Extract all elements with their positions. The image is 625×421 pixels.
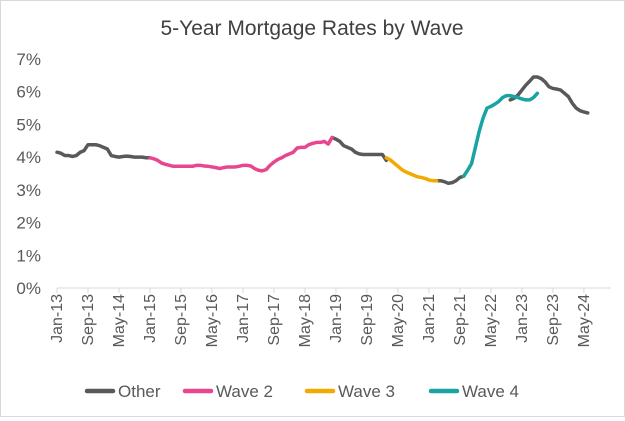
series-line-other xyxy=(508,75,590,115)
x-tick-label: Jan-15 xyxy=(142,294,159,343)
series-line-wave-4 xyxy=(462,91,540,178)
x-tick-label: May-18 xyxy=(297,294,314,347)
series-line-other xyxy=(55,142,152,160)
x-tick-label: Jan-23 xyxy=(514,294,531,343)
y-tick-label: 4% xyxy=(16,148,41,167)
x-tick-label: Sep-17 xyxy=(266,294,283,346)
y-axis: 0% 1% 2% 3% 4% 5% 6% 7% xyxy=(16,50,41,298)
x-axis: Jan-13 Sep-13 May-14 Jan-15 Sep-15 May-16 Jan-… xyxy=(49,287,611,347)
y-tick-label: 1% xyxy=(16,246,41,265)
x-tick-label: Sep-15 xyxy=(173,294,190,346)
x-tick-label: May-20 xyxy=(390,294,407,347)
x-tick-label: Sep-21 xyxy=(452,294,469,346)
y-tick-label: 2% xyxy=(16,214,41,233)
x-tick-label: May-24 xyxy=(576,294,593,347)
y-tick-label: 3% xyxy=(16,181,41,200)
x-tick-label: Jan-21 xyxy=(421,294,438,343)
x-tick-label: May-22 xyxy=(483,294,500,347)
legend: Other Wave 2 Wave 3 Wave 4 xyxy=(84,382,519,401)
x-tick-label: Jan-13 xyxy=(49,294,66,343)
legend-label: Wave 4 xyxy=(462,382,519,401)
x-tick-label: Jan-19 xyxy=(328,294,345,343)
x-tick-label: Sep-13 xyxy=(80,294,97,346)
plot-area xyxy=(55,75,590,186)
series-line-other xyxy=(434,174,466,186)
series-line-wave-2 xyxy=(148,135,334,173)
x-tick-label: May-14 xyxy=(111,294,128,347)
legend-label: Wave 3 xyxy=(338,382,395,401)
legend-label: Other xyxy=(118,382,161,401)
y-tick-label: 0% xyxy=(16,279,41,298)
x-tick-label: Sep-19 xyxy=(359,294,376,346)
legend-label: Wave 2 xyxy=(216,382,273,401)
series-line-other xyxy=(330,135,389,163)
y-tick-label: 7% xyxy=(16,50,41,69)
y-tick-label: 5% xyxy=(16,115,41,134)
y-tick-label: 6% xyxy=(16,83,41,102)
x-tick-label: May-16 xyxy=(204,294,221,347)
x-tick-label: Jan-17 xyxy=(235,294,252,343)
chart-title: 5-Year Mortgage Rates by Wave xyxy=(160,17,463,40)
x-tick-label: Sep-23 xyxy=(545,294,562,346)
series-line-wave-3 xyxy=(384,156,439,183)
